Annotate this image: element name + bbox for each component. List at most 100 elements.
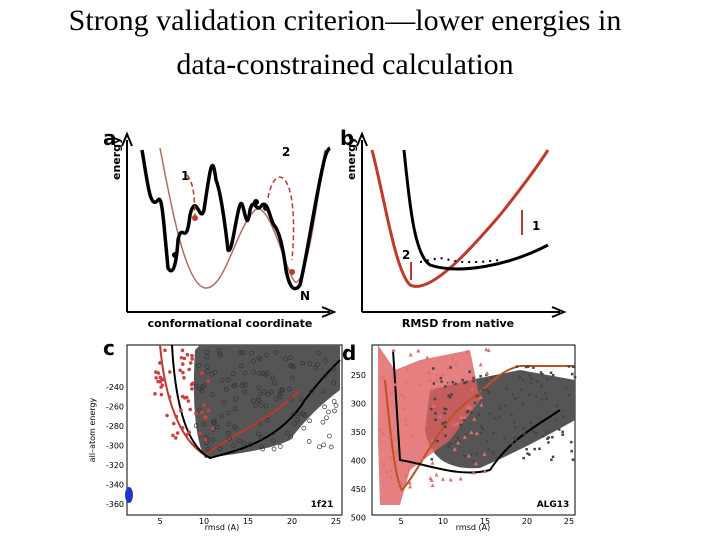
scatter-dot xyxy=(291,412,297,418)
scatter-dot xyxy=(403,380,408,385)
scatter-dot xyxy=(190,357,194,361)
scatter-dot xyxy=(232,382,238,388)
scatter-dot xyxy=(469,411,473,414)
scatter-dot xyxy=(322,374,328,379)
scatter-dot xyxy=(196,407,202,413)
curve xyxy=(384,365,575,492)
scatter-dot xyxy=(188,361,193,365)
scatter-dot xyxy=(248,442,253,447)
scatter-dot xyxy=(409,432,414,437)
scatter-dot xyxy=(430,447,435,452)
annotation: 1 xyxy=(181,169,189,183)
scatter-dot xyxy=(261,389,267,394)
scatter-dot xyxy=(530,377,533,381)
scatter-dot xyxy=(450,393,453,396)
scatter-dot xyxy=(296,411,302,417)
scatter-dot xyxy=(462,454,466,458)
scatter-cloud xyxy=(193,345,340,458)
scatter-dot xyxy=(389,468,394,473)
tick-label: 5 xyxy=(157,517,162,526)
scatter-dot xyxy=(465,410,469,414)
scatter-dot xyxy=(181,370,185,375)
scatter-dot xyxy=(219,413,225,419)
scatter-dot xyxy=(526,452,529,455)
scatter-dot xyxy=(280,387,285,393)
scatter-dot xyxy=(403,417,408,422)
scatter-dot xyxy=(307,361,312,367)
scatter-dot xyxy=(462,434,467,439)
dot xyxy=(289,269,295,275)
scatter-dot xyxy=(295,417,300,423)
scatter-dot xyxy=(251,358,256,364)
scatter-dot xyxy=(521,402,525,406)
scatter-dot xyxy=(231,424,237,430)
scatter-dot xyxy=(448,395,452,399)
scatter-dot xyxy=(510,413,513,417)
scatter-dot xyxy=(388,390,393,395)
tick-label: -240 xyxy=(106,383,124,392)
scatter-dot xyxy=(538,447,541,451)
scatter-dot xyxy=(204,349,210,355)
scatter-dot xyxy=(416,348,421,353)
scatter-dot xyxy=(180,394,185,399)
scatter-dot xyxy=(545,430,548,434)
scatter-dot xyxy=(290,375,295,381)
scatter-dot xyxy=(258,421,263,427)
scatter-dot xyxy=(198,431,203,436)
scatter-dot xyxy=(481,403,485,406)
scatter-dot xyxy=(547,436,550,439)
scatter-dot xyxy=(513,421,516,424)
scatter-dot xyxy=(440,380,443,383)
scatter-dot xyxy=(253,402,259,408)
scatter-dot xyxy=(465,380,468,384)
scatter-cluster xyxy=(125,487,133,503)
scatter-dot xyxy=(240,350,246,356)
scatter-dot xyxy=(179,408,183,413)
scatter-dot xyxy=(436,439,439,443)
scatter-dot xyxy=(187,430,192,435)
scatter-dot xyxy=(227,436,232,441)
scatter-dot xyxy=(333,403,339,408)
scatter-dot xyxy=(541,372,544,376)
scatter-dot xyxy=(450,356,455,361)
scatter-dot xyxy=(264,417,270,423)
scatter-dot xyxy=(540,398,544,401)
scatter-dot xyxy=(498,415,501,419)
scatter-dot xyxy=(430,407,433,411)
scatter-dot xyxy=(212,370,218,375)
scatter-dot xyxy=(494,417,497,420)
scatter-dot xyxy=(420,456,425,461)
curve xyxy=(370,149,550,288)
scatter-dot xyxy=(381,462,386,467)
scatter-dot xyxy=(529,381,533,385)
tick-label: 15 xyxy=(480,517,490,526)
scatter-dot xyxy=(249,350,254,356)
scatter-dot xyxy=(167,395,172,399)
scatter-dot xyxy=(174,436,178,440)
tick-label: 400 xyxy=(351,457,366,466)
scatter-dot xyxy=(257,356,263,362)
scatter-dot xyxy=(564,386,568,390)
scatter-dot xyxy=(393,451,398,456)
scatter-dot xyxy=(179,355,184,360)
scatter-dot xyxy=(380,375,385,380)
title-line: Strong validation criterion—lower energi… xyxy=(68,4,622,37)
scatter-dot xyxy=(468,405,473,410)
scatter-dot xyxy=(444,434,447,438)
scatter-dot xyxy=(463,381,466,385)
scatter-dot xyxy=(185,352,190,357)
scatter-dot xyxy=(288,363,293,368)
scatter-dot xyxy=(194,411,198,416)
scatter-dot xyxy=(159,377,164,382)
panel-label: a xyxy=(103,126,117,150)
scatter-dot xyxy=(498,406,501,410)
scatter-dot xyxy=(481,427,484,431)
scatter-dot xyxy=(251,369,257,375)
axis-label: conformational coordinate xyxy=(148,317,313,330)
scatter-dot xyxy=(321,389,326,394)
arrow-path xyxy=(267,176,295,261)
scatter-dot xyxy=(241,440,247,446)
scatter-dot xyxy=(273,350,278,355)
scatter-dot xyxy=(532,366,535,369)
scatter-dot xyxy=(514,438,518,441)
